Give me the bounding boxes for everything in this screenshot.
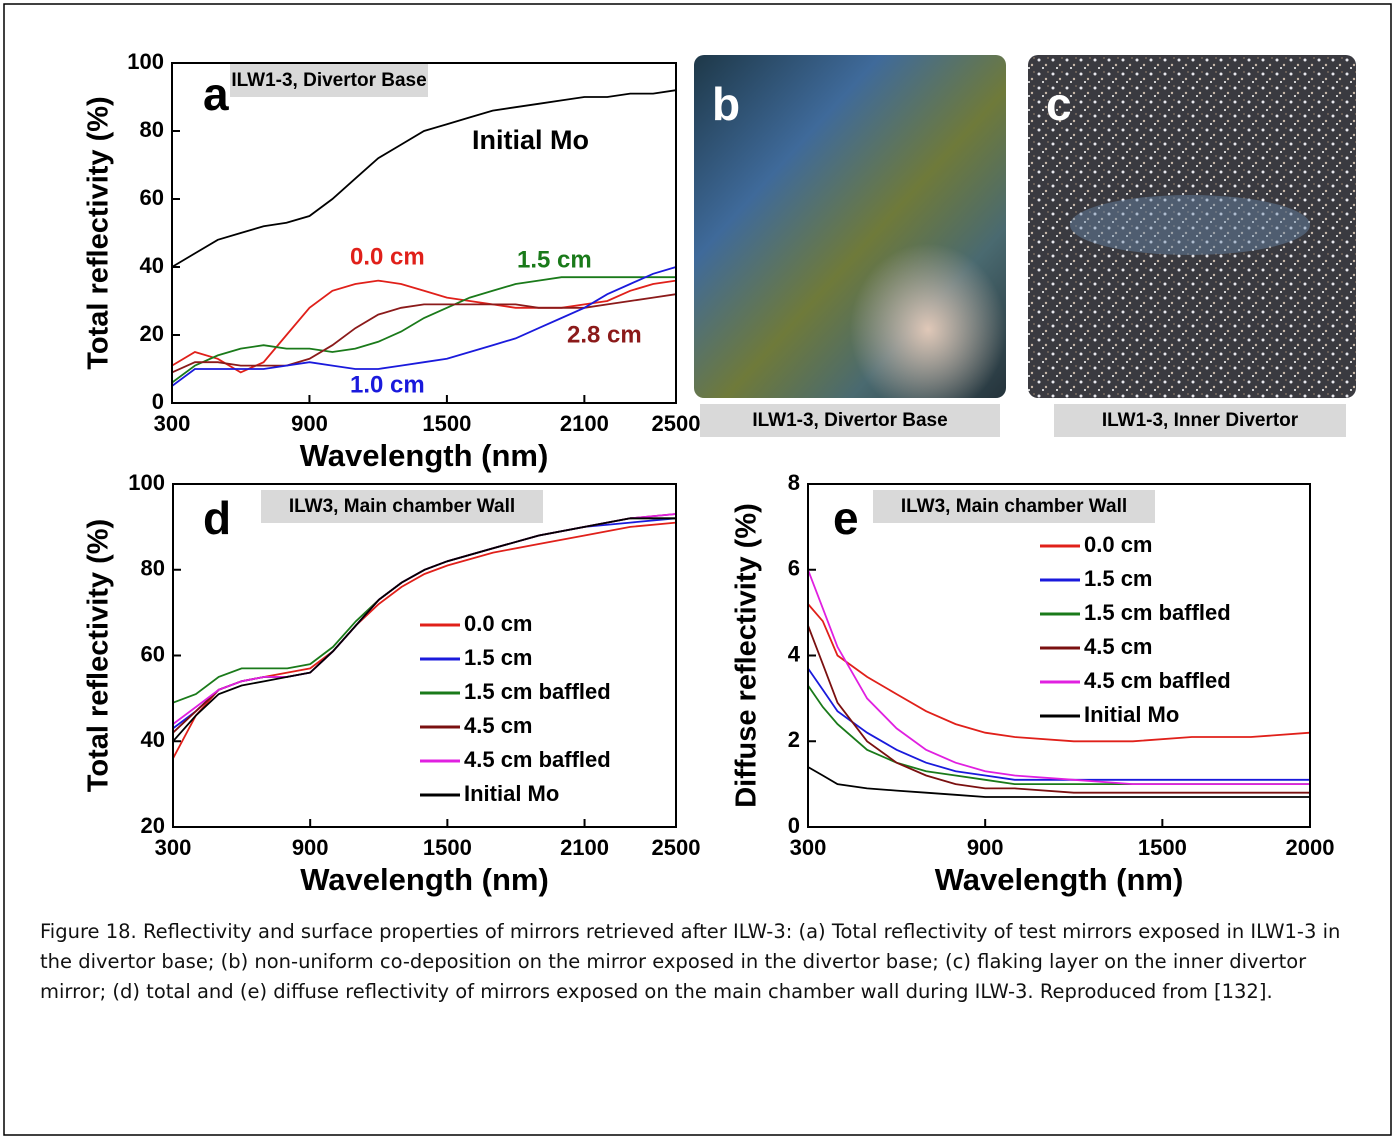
- panel-letter: c: [1046, 78, 1072, 130]
- x-tick-label: 300: [154, 411, 191, 436]
- series-line: [171, 276, 676, 384]
- plot-frame: [172, 483, 677, 828]
- x-tick-label: 2100: [560, 411, 609, 436]
- series-line: [807, 569, 1310, 785]
- series-line: [171, 293, 677, 374]
- photo-b: b ILW1-3, Divertor Base: [694, 55, 1006, 437]
- legend-label: 1.5 cm: [1084, 566, 1153, 591]
- x-axis-label: Wavelength (nm): [300, 438, 549, 473]
- legend-label: 1.5 cm: [464, 645, 533, 670]
- legend-label: 4.5 cm baffled: [1084, 668, 1231, 693]
- plot-frame: [171, 62, 677, 404]
- x-tick-label: 1500: [422, 411, 471, 436]
- photo-label: ILW1-3, Inner Divertor: [1102, 410, 1299, 431]
- series-label: 1.0 cm: [350, 371, 425, 398]
- legend-label: 4.5 cm: [1084, 634, 1153, 659]
- x-tick-label: 1500: [423, 835, 472, 860]
- y-tick-label: 2: [788, 727, 800, 752]
- y-axis-label: Total reflectivity (%): [83, 96, 115, 369]
- y-tick-label: 60: [140, 185, 164, 210]
- legend-label: 0.0 cm: [464, 611, 533, 636]
- series-line: [807, 625, 1310, 794]
- panel-tag: ILW1-3, Divertor Base: [231, 70, 426, 91]
- series-label: 1.5 cm: [517, 246, 592, 273]
- y-tick-label: 40: [140, 253, 164, 278]
- x-tick-label: 1500: [1138, 835, 1187, 860]
- panel-letter: e: [833, 492, 859, 544]
- x-tick-label: 2500: [652, 411, 701, 436]
- x-tick-label: 900: [291, 411, 328, 436]
- panel-tag: ILW3, Main chamber Wall: [901, 496, 1127, 517]
- photo-label: ILW1-3, Divertor Base: [752, 410, 947, 431]
- plot-frame: [807, 483, 1311, 828]
- y-axis-label: Total reflectivity (%): [83, 519, 115, 792]
- series-line: [807, 684, 1310, 785]
- x-tick-label: 300: [155, 835, 192, 860]
- series-label: 2.8 cm: [567, 321, 642, 348]
- x-tick-label: 900: [967, 835, 1004, 860]
- y-tick-label: 0: [788, 813, 800, 838]
- y-tick-label: 80: [140, 117, 164, 142]
- x-axis-label: Wavelength (nm): [935, 862, 1184, 897]
- x-tick-label: 2500: [652, 835, 701, 860]
- mirror-flake: [1070, 195, 1310, 255]
- tag-box: [230, 64, 428, 97]
- series-line: [807, 667, 1310, 781]
- x-tick-label: 900: [292, 835, 329, 860]
- y-tick-label: 60: [141, 641, 165, 666]
- panel-tag: ILW3, Main chamber Wall: [289, 496, 515, 517]
- y-tick-label: 20: [141, 813, 165, 838]
- photo-c: c ILW1-3, Inner Divertor: [1028, 55, 1356, 437]
- y-tick-label: 0: [152, 389, 164, 414]
- legend-label: Initial Mo: [1084, 702, 1179, 727]
- panel-letter: b: [712, 78, 740, 130]
- y-tick-label: 40: [141, 727, 165, 752]
- y-tick-label: 100: [127, 49, 164, 74]
- series-line: [172, 517, 676, 704]
- series-line: [171, 89, 677, 268]
- photo-label-box: [700, 404, 1000, 437]
- x-tick-label: 2000: [1286, 835, 1335, 860]
- series-label: 0.0 cm: [350, 243, 425, 270]
- y-tick-label: 20: [140, 321, 164, 346]
- mirror-highlight: [694, 55, 1006, 398]
- legend-label: 1.5 cm baffled: [1084, 600, 1231, 625]
- photo-label-box: [1054, 404, 1346, 437]
- figure-border: [3, 3, 1392, 1136]
- panel-letter: a: [203, 68, 229, 120]
- legend-label: 4.5 cm baffled: [464, 747, 611, 772]
- series-line: [172, 517, 676, 742]
- series-line: [807, 603, 1311, 743]
- y-tick-label: 100: [128, 470, 165, 495]
- series-line: [172, 521, 677, 759]
- panel-letter: d: [203, 492, 231, 544]
- x-tick-label: 300: [790, 835, 827, 860]
- y-tick-label: 8: [788, 470, 800, 495]
- legend-label: 4.5 cm: [464, 713, 533, 738]
- y-tick-label: 4: [788, 641, 801, 666]
- series-line: [807, 766, 1310, 798]
- tag-box: [873, 490, 1155, 523]
- mirror-photo: [1028, 55, 1356, 398]
- x-axis-label: Wavelength (nm): [300, 862, 549, 897]
- legend-label: Initial Mo: [464, 781, 559, 806]
- y-axis-label: Diffuse reflectivity (%): [731, 503, 763, 808]
- caption: Figure 18. Reflectivity and surface prop…: [40, 920, 1341, 1003]
- y-tick-label: 6: [788, 556, 800, 581]
- x-tick-label: 2100: [560, 835, 609, 860]
- y-tick-label: 80: [141, 556, 165, 581]
- series-label: Initial Mo: [472, 125, 589, 155]
- series-line: [171, 266, 677, 387]
- legend-label: 1.5 cm baffled: [464, 679, 611, 704]
- tag-box: [261, 490, 543, 523]
- legend-label: 0.0 cm: [1084, 532, 1153, 557]
